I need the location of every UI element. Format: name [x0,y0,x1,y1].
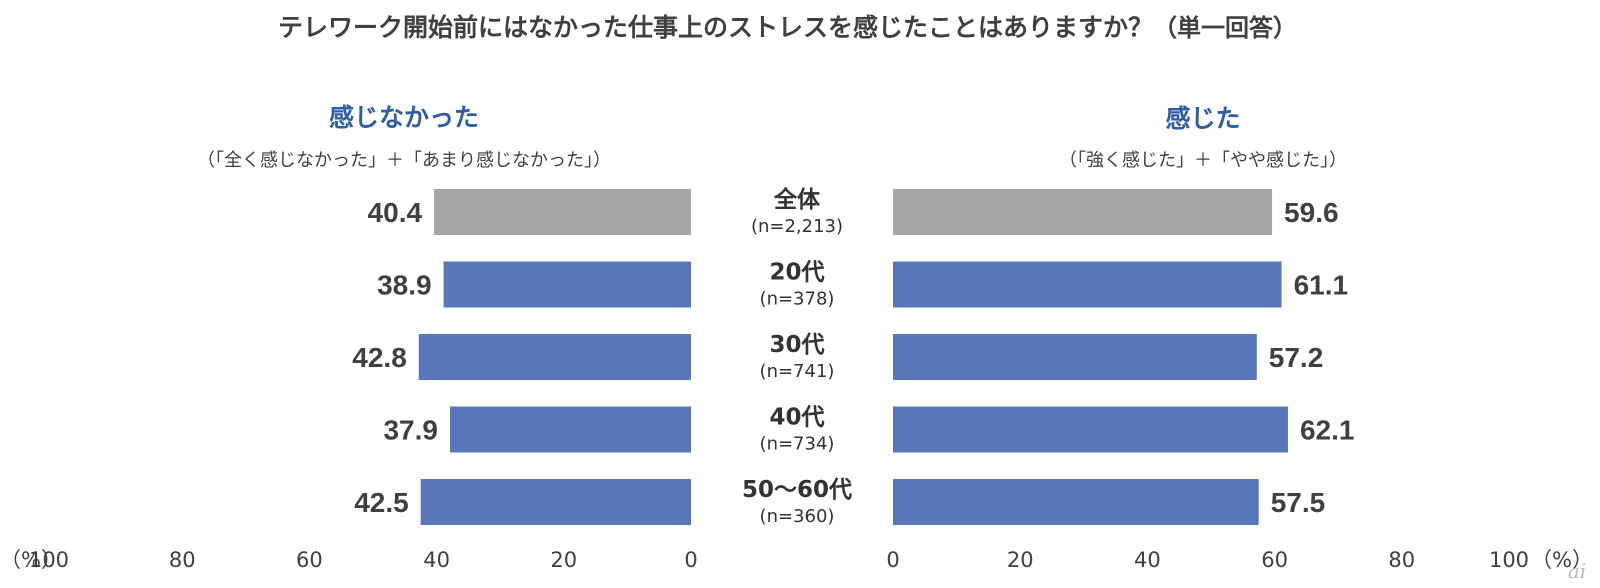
category-n-label: (n=741) [760,361,835,382]
left-bar [434,189,691,235]
category-n-label: (n=2,213) [751,216,843,237]
category-label: 40代 [769,405,824,431]
category-label: 20代 [769,260,824,286]
right-tick-label: 100 [1489,548,1529,572]
right-bars [893,189,1288,525]
left-tick-label: 40 [423,548,450,572]
left-axis-unit: （%） [0,548,62,572]
left-tick-label: 60 [296,548,323,572]
right-axis-unit: （%） [1531,548,1593,572]
right-value-label: 59.6 [1284,197,1339,228]
left-header: 感じなかった [329,103,479,132]
right-value-label: 57.2 [1269,342,1324,373]
right-tick-label: 60 [1261,548,1288,572]
left-tick-label: 80 [169,548,196,572]
left-value-labels: 40.4 38.9 42.8 37.9 42.5 [352,197,438,518]
right-bar [893,189,1273,235]
right-value-label: 62.1 [1300,415,1355,446]
right-axis-ticks: 0 20 40 60 80 100 [886,548,1529,572]
chart-title-note: （単一回答） [1153,14,1297,42]
left-value-label: 37.9 [383,415,438,446]
right-value-label: 57.5 [1271,487,1326,518]
right-tick-label: 80 [1388,548,1415,572]
category-label: 全体 [773,186,821,213]
category-n-label: (n=734) [760,434,835,455]
left-tick-label: 0 [684,548,697,572]
right-bar [893,334,1257,380]
left-value-label: 38.9 [377,270,432,301]
right-tick-label: 40 [1134,548,1161,572]
right-bar [893,406,1288,453]
left-bar [418,334,691,380]
chart-title-main: テレワーク開始前にはなかった仕事上のストレスを感じたことはありますか？ [278,13,1153,42]
left-value-label: 40.4 [368,197,423,228]
right-value-labels: 59.6 61.1 57.2 62.1 57.5 [1269,197,1355,518]
category-n-label: (n=360) [760,506,835,527]
logo-mark: ai [1568,559,1586,583]
right-tick-label: 0 [886,548,899,572]
left-value-label: 42.5 [354,487,409,518]
category-labels: 全体 (n=2,213) 20代 (n=378) 30代 (n=741) 40代 (n=734… [742,186,852,527]
chart-title: テレワーク開始前にはなかった仕事上のストレスを感じたことはありますか？（単一回答… [278,13,1297,42]
category-label: 50～60代 [742,477,852,503]
right-value-label: 61.1 [1294,270,1349,301]
left-bars [418,189,691,525]
right-bar [893,261,1282,308]
left-bar [443,261,691,308]
left-tick-label: 100 [29,548,69,572]
left-axis-ticks: 100 80 60 40 20 0 [29,548,698,572]
right-bar [893,479,1259,525]
category-label: 30代 [769,332,824,358]
left-subheader: （「全く感じなかった」＋「あまり感じなかった」） [197,150,611,171]
right-header: 感じた [1165,104,1240,133]
left-value-label: 42.8 [352,342,407,373]
left-bar [420,479,691,525]
right-tick-label: 20 [1007,548,1034,572]
left-bar [449,406,691,453]
category-n-label: (n=378) [760,289,835,310]
right-subheader: （「強く感じた」＋「やや感じた」） [1059,150,1347,171]
left-tick-label: 20 [550,548,577,572]
